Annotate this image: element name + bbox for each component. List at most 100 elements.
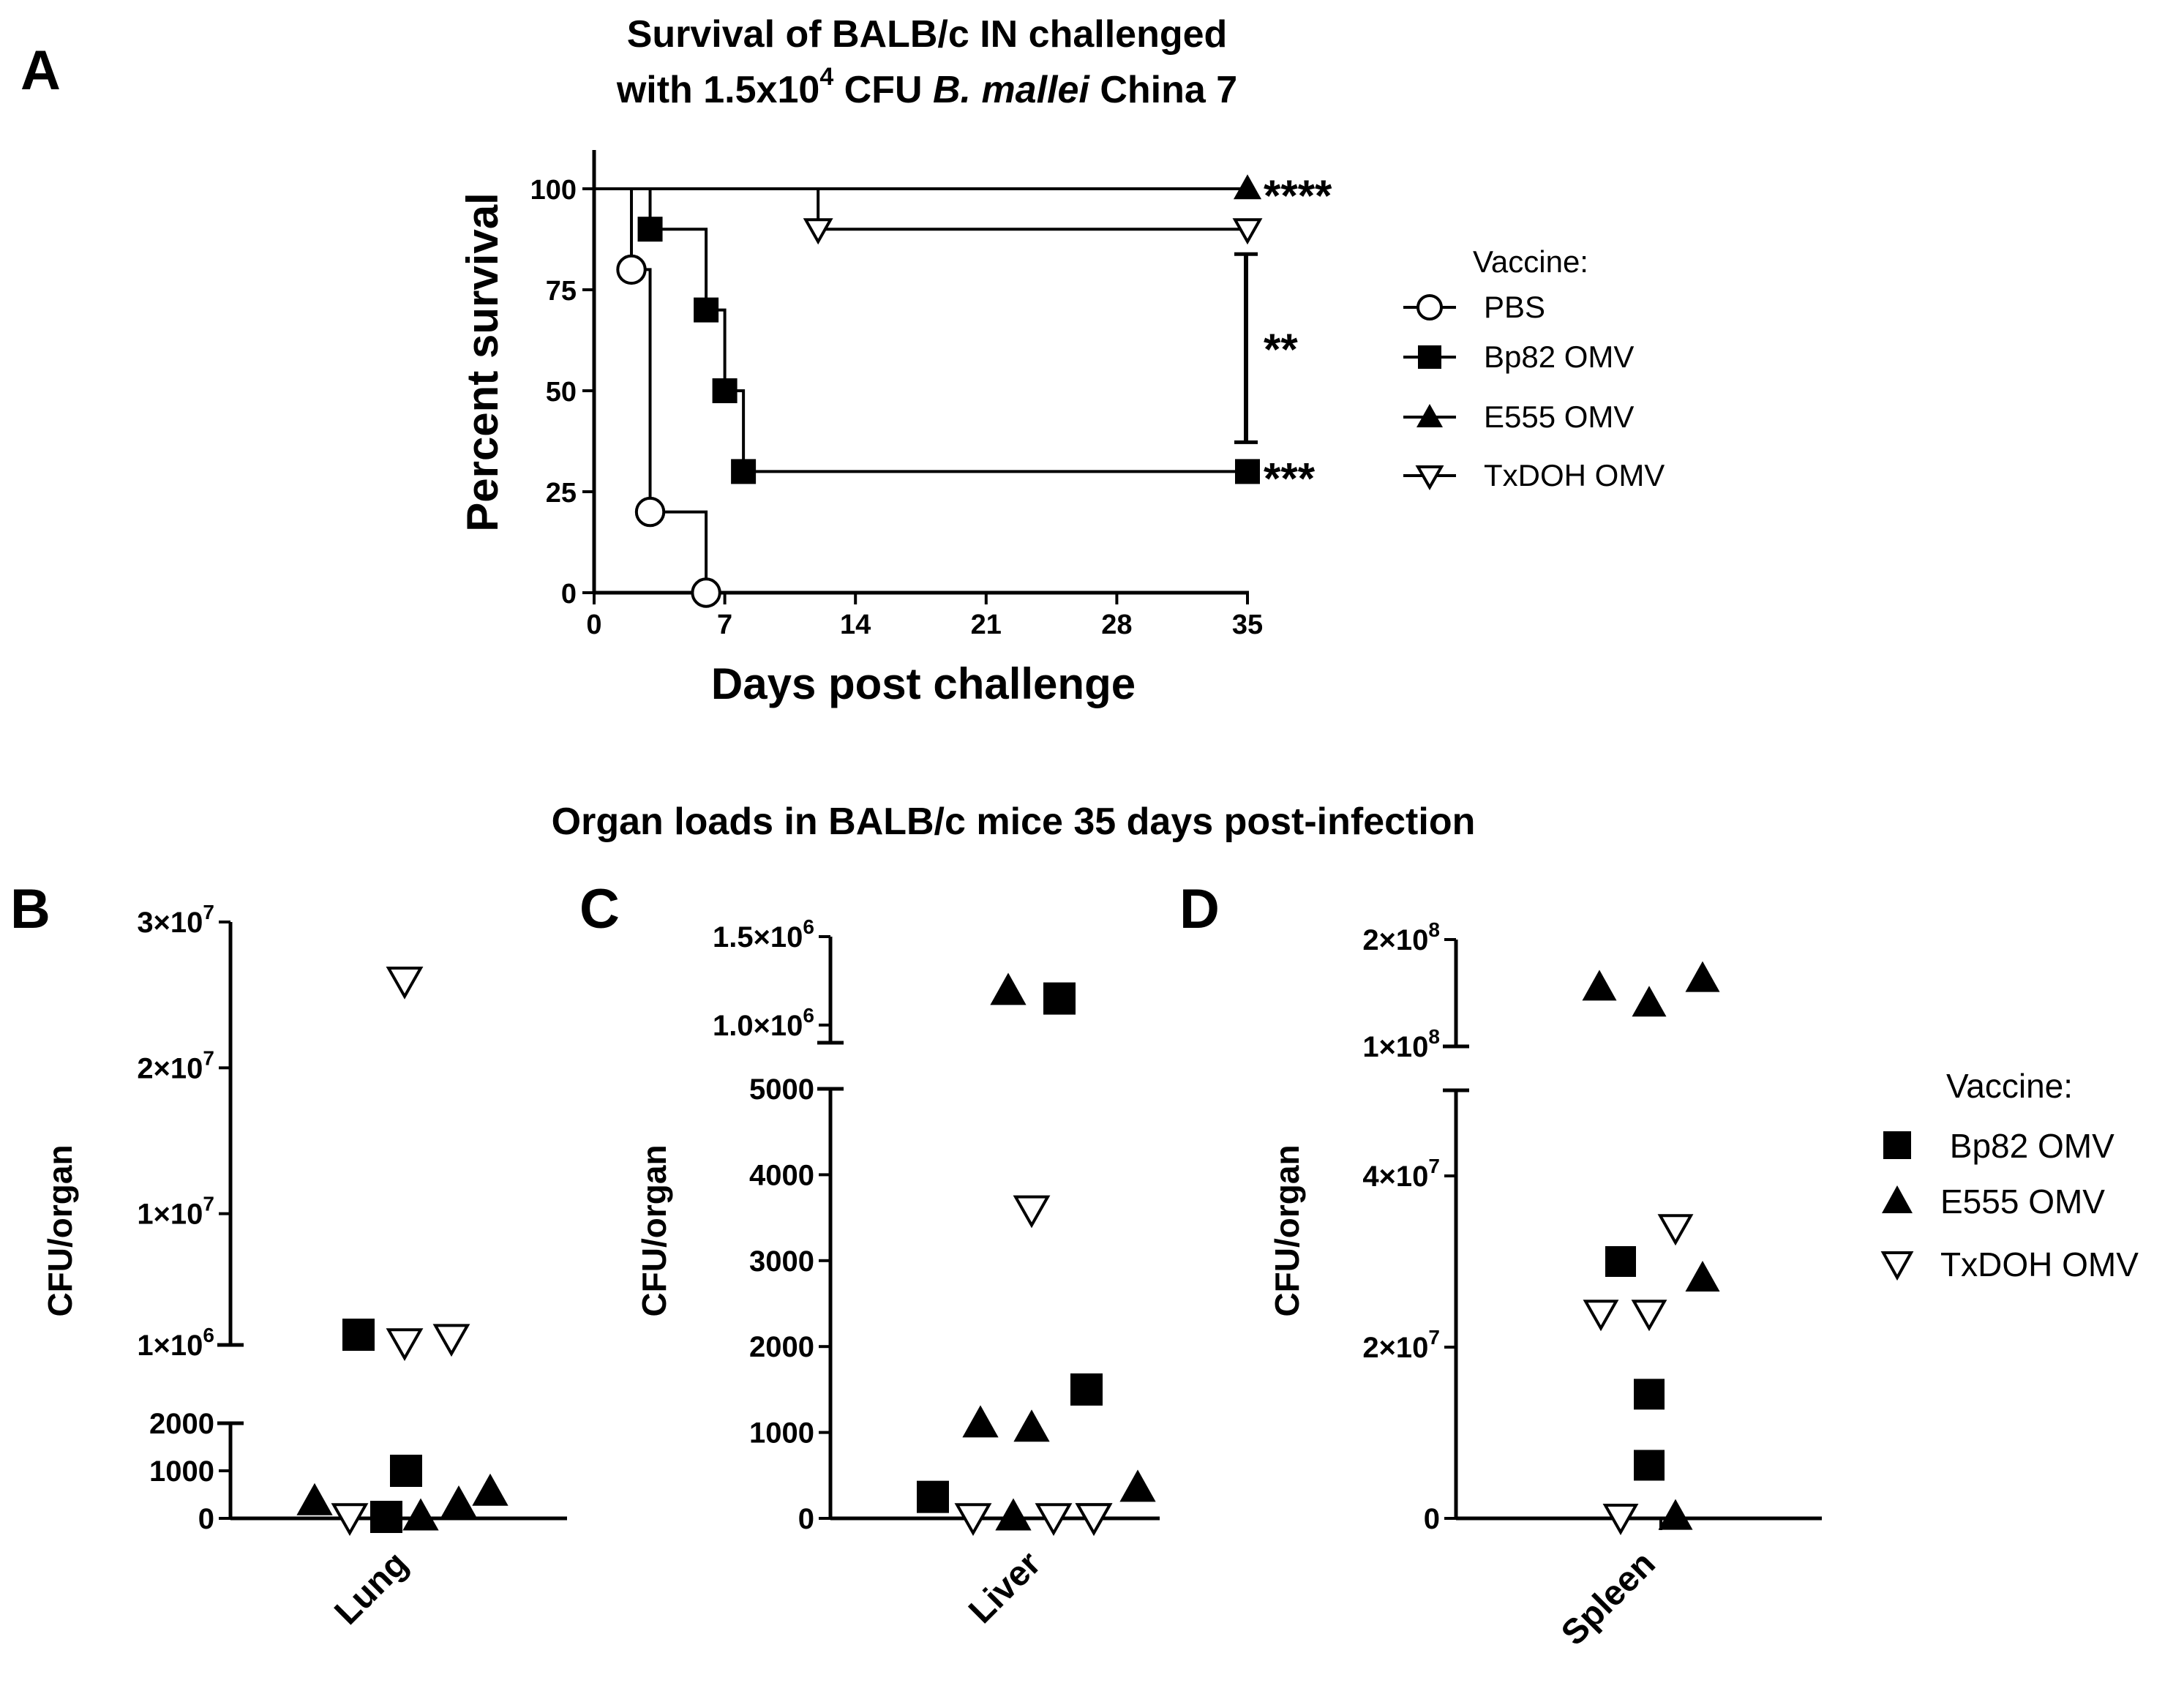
y-tick-label: 1000 xyxy=(749,1417,814,1450)
liver-y-label: CFU/organ xyxy=(635,1144,673,1316)
y-tick-label: 3×107 xyxy=(137,901,214,939)
panel-letter-d: D xyxy=(1179,878,1220,940)
survival-point-pbs xyxy=(616,254,647,285)
data-point-e555-omv xyxy=(995,1498,1032,1531)
data-point-bp82-omv xyxy=(917,1480,949,1513)
panel-letter-a: A xyxy=(20,40,61,102)
data-point-bp82-omv xyxy=(370,1501,402,1533)
data-point-txdoh-omv xyxy=(1035,1503,1073,1537)
survival-title-line2: with 1.5x104 CFU B. mallei China 7 xyxy=(616,63,1237,111)
organ-legend-title: Vaccine: xyxy=(1946,1067,2073,1105)
legend-marker-triangle-up xyxy=(1416,404,1443,427)
survival-point-txdoh-omv xyxy=(1232,218,1263,245)
y-tick-label: 0 xyxy=(561,579,577,610)
survival-title-line1: Survival of BALB/c IN challenged xyxy=(627,13,1228,56)
legend-entry-bp82: Bp82 OMV xyxy=(1403,340,1634,374)
x-tick-label: 7 xyxy=(717,610,732,640)
organ-legend-label-bp82: Bp82 OMV xyxy=(1940,1127,2114,1165)
x-tick-label: 28 xyxy=(1101,610,1132,640)
x-tick-label: 0 xyxy=(586,610,601,640)
survival-x-label: Days post challenge xyxy=(711,659,1136,708)
survival-legend: Vaccine: PBS Bp82 OMV E555 OMV TxDOH OMV xyxy=(1403,244,1665,492)
data-point-txdoh-omv xyxy=(1013,1195,1051,1229)
legend-marker-square xyxy=(1418,345,1441,369)
data-point-txdoh-omv xyxy=(1075,1503,1113,1537)
data-point-bp82-omv xyxy=(342,1319,375,1352)
organ-legend-label-e555: E555 OMV xyxy=(1940,1182,2105,1221)
lung-y-label: CFU/organ xyxy=(41,1144,79,1316)
data-point-bp82-omv xyxy=(1634,1379,1665,1410)
y-tick-label: 25 xyxy=(546,478,577,509)
data-point-bp82-omv xyxy=(1043,982,1076,1015)
survival-line-bp82-omv xyxy=(594,187,1247,473)
y-tick-label: 3000 xyxy=(749,1245,814,1278)
data-point-e555-omv xyxy=(472,1473,509,1506)
organ-legend-marker-triangle-up xyxy=(1882,1185,1913,1213)
y-tick-label: 1.5×106 xyxy=(713,915,814,953)
legend-marker-triangle-down-open xyxy=(1415,465,1444,491)
y-tick-label: 2×107 xyxy=(1362,1326,1440,1364)
y-tick-label: 1000 xyxy=(149,1455,214,1488)
data-point-e555-omv xyxy=(1632,986,1667,1017)
y-tick-label: 2000 xyxy=(749,1331,814,1363)
significance-label: ** xyxy=(1264,325,1298,374)
spleen-y-label: CFU/organ xyxy=(1268,1144,1306,1316)
survival-point-pbs xyxy=(634,496,666,528)
survival-y-label: Percent survival xyxy=(458,192,507,532)
data-point-bp82-omv xyxy=(1605,1246,1636,1277)
legend-label-bp82: Bp82 OMV xyxy=(1484,340,1634,374)
data-point-txdoh-omv xyxy=(1583,1300,1619,1332)
survival-point-bp82-omv xyxy=(637,217,663,242)
y-tick-label: 100 xyxy=(530,175,577,206)
spleen-category-label: Spleen xyxy=(1554,1544,1663,1653)
x-tick-label: 21 xyxy=(971,610,1002,640)
liver-category-label: Liver xyxy=(961,1544,1048,1631)
data-point-bp82-omv xyxy=(1070,1373,1103,1406)
survival-point-bp82-omv xyxy=(694,297,719,323)
legend-marker-circle-open xyxy=(1416,294,1443,321)
data-point-e555-omv xyxy=(296,1483,333,1515)
y-tick-label: 2000 xyxy=(149,1408,214,1440)
survival-legend-title: Vaccine: xyxy=(1473,244,1588,279)
panel-letter-c: C xyxy=(579,878,620,940)
y-tick-label: 0 xyxy=(798,1503,814,1535)
data-point-e555-omv xyxy=(402,1498,439,1531)
survival-line-pbs xyxy=(594,187,708,593)
data-point-txdoh-omv xyxy=(1657,1214,1694,1246)
y-tick-label: 1×108 xyxy=(1362,1025,1440,1063)
y-tick-label: 1.0×106 xyxy=(713,1004,814,1042)
data-point-txdoh-omv xyxy=(386,967,424,1000)
survival-point-bp82-omv xyxy=(731,459,757,484)
y-tick-label: 2×107 xyxy=(137,1046,214,1084)
data-point-e555-omv xyxy=(1013,1409,1050,1442)
x-tick-label: 14 xyxy=(840,610,871,640)
data-point-txdoh-omv xyxy=(1602,1504,1639,1536)
survival-point-bp82-omv xyxy=(1235,459,1260,484)
organ-legend-marker-square xyxy=(1883,1131,1911,1159)
data-point-e555-omv xyxy=(1685,1261,1720,1292)
x-tick-label: 35 xyxy=(1232,610,1263,640)
legend-label-pbs: PBS xyxy=(1484,290,1545,324)
data-point-e555-omv xyxy=(1582,970,1617,1001)
data-point-txdoh-omv xyxy=(432,1324,470,1357)
y-tick-label: 4000 xyxy=(749,1159,814,1191)
y-tick-label: 0 xyxy=(198,1503,214,1535)
data-point-e555-omv xyxy=(1685,961,1720,992)
significance-label: **** xyxy=(1264,171,1332,220)
y-tick-label: 1×107 xyxy=(137,1193,214,1231)
organ-loads-title: Organ loads in BALB/c mice 35 days post-… xyxy=(552,801,1476,843)
data-point-e555-omv xyxy=(962,1405,999,1438)
significance-label: *** xyxy=(1264,454,1316,503)
y-tick-label: 50 xyxy=(546,377,577,408)
data-point-txdoh-omv xyxy=(954,1503,992,1537)
organ-legend: Vaccine: Bp82 OMV E555 OMV TxDOH OMV xyxy=(1880,1067,2139,1283)
y-tick-label: 75 xyxy=(546,276,577,307)
data-point-e555-omv xyxy=(990,972,1027,1005)
organ-legend-label-txdoh: TxDOH OMV xyxy=(1940,1245,2139,1283)
panel-letter-b: B xyxy=(10,878,50,940)
data-point-bp82-omv xyxy=(390,1455,422,1487)
y-tick-label: 4×107 xyxy=(1362,1155,1440,1193)
lung-category-label: Lung xyxy=(327,1544,415,1632)
